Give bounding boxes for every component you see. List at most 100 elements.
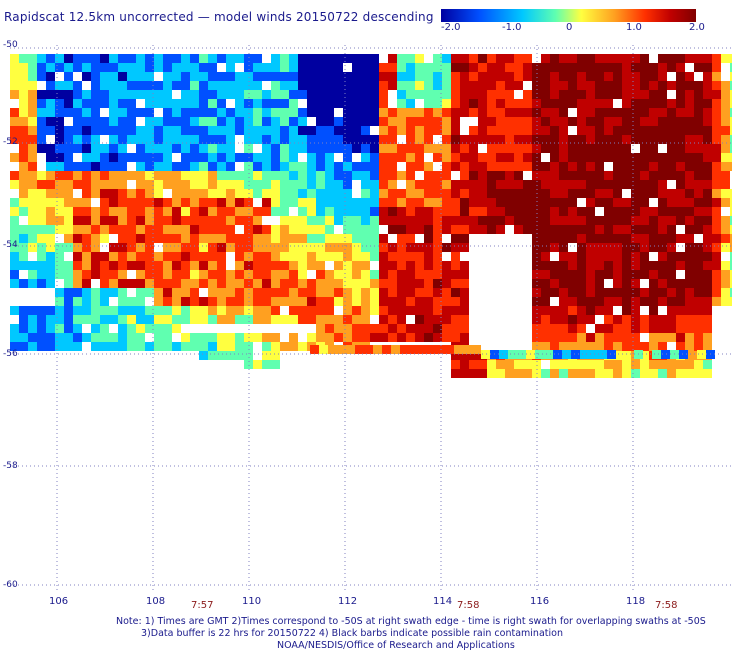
swath-cell [352, 171, 361, 180]
swath-cell [541, 72, 550, 81]
swath-cell [298, 234, 307, 243]
swath-cell [325, 225, 334, 234]
swath-cell [631, 252, 640, 261]
swath-cell [640, 54, 649, 63]
swath-cell [415, 225, 424, 234]
swath-cell [568, 63, 577, 72]
swath-cell [415, 189, 424, 198]
swath-cell [721, 126, 730, 135]
swath-cell [361, 225, 370, 234]
swath-cell [541, 216, 550, 225]
swath-cell [280, 81, 289, 90]
swath-cell [208, 306, 217, 315]
swath-cell [658, 126, 667, 135]
swath-cell [325, 99, 334, 108]
swath-cell [181, 180, 190, 189]
swath-cell [595, 189, 604, 198]
swath-cell [172, 144, 181, 153]
swath-cell [226, 351, 235, 360]
swath-cell [154, 63, 163, 72]
swath-cell [118, 333, 127, 342]
swath-cell [253, 261, 262, 270]
swath-cell [676, 63, 685, 72]
swath-cell [136, 198, 145, 207]
lon-label: 108 [146, 596, 166, 607]
swath-cell [694, 189, 703, 198]
swath-cell [172, 225, 181, 234]
swath-cell [604, 99, 613, 108]
swath-map [10, 45, 732, 590]
swath-cell [496, 90, 505, 99]
swath-cell [235, 198, 244, 207]
swath-cell [649, 288, 658, 297]
swath-cell [109, 189, 118, 198]
swath-cell [280, 72, 289, 81]
swath-cell [163, 333, 172, 342]
swath-cell [640, 126, 649, 135]
swath-cell [73, 333, 82, 342]
swath-cell [280, 189, 289, 198]
swath-cell [316, 216, 325, 225]
swath-cell [559, 270, 568, 279]
swath-cell [271, 108, 280, 117]
swath-cell [271, 189, 280, 198]
swath-cell [514, 99, 523, 108]
swath-cell [235, 72, 244, 81]
swath-cell [244, 198, 253, 207]
swath-cell [235, 279, 244, 288]
swath-cell [658, 99, 667, 108]
swath-cell [307, 216, 316, 225]
swath-cell [451, 63, 460, 72]
swath-cell [658, 279, 667, 288]
swath-cell [154, 306, 163, 315]
swath-cell [199, 135, 208, 144]
swath-cell [280, 180, 289, 189]
swath-cell [10, 261, 19, 270]
swath-cell [397, 189, 406, 198]
swath-cell [631, 270, 640, 279]
swath-cell [370, 135, 379, 144]
swath-cell [109, 54, 118, 63]
swath-cell [280, 342, 289, 351]
swath-cell [361, 135, 370, 144]
swath-cell [685, 153, 694, 162]
swath-cell [91, 243, 100, 252]
swath-cell [82, 144, 91, 153]
swath-cell [181, 315, 190, 324]
swath-cell [289, 72, 298, 81]
swath-cell [118, 153, 127, 162]
swath-cell [298, 288, 307, 297]
swath-cell [487, 207, 496, 216]
swath-cell [505, 153, 514, 162]
swath-cell [595, 279, 604, 288]
swath-cell [595, 216, 604, 225]
swath-cell [262, 90, 271, 99]
swath-cell [379, 117, 388, 126]
swath-cell [631, 108, 640, 117]
swath-cell [730, 99, 732, 108]
swath-cell [379, 135, 388, 144]
swath-cell [343, 189, 352, 198]
swath-cell [505, 360, 514, 369]
swath-cell [217, 306, 226, 315]
swath-cell [289, 90, 298, 99]
swath-cell [478, 108, 487, 117]
swath-cell [190, 252, 199, 261]
swath-cell [190, 81, 199, 90]
swath-cell [37, 225, 46, 234]
swath-cell [145, 180, 154, 189]
swath-cell [289, 306, 298, 315]
swath-cell [397, 333, 406, 342]
swath-cell [244, 270, 253, 279]
swath-cell [271, 243, 280, 252]
swath-cell [208, 189, 217, 198]
swath-cell [505, 369, 514, 378]
swath-cell [451, 360, 460, 369]
swath-cell [496, 198, 505, 207]
swath-cell [208, 117, 217, 126]
swath-cell [316, 297, 325, 306]
swath-cell [721, 270, 730, 279]
swath-cell [10, 306, 19, 315]
swath-cell [109, 108, 118, 117]
swath-cell [109, 81, 118, 90]
